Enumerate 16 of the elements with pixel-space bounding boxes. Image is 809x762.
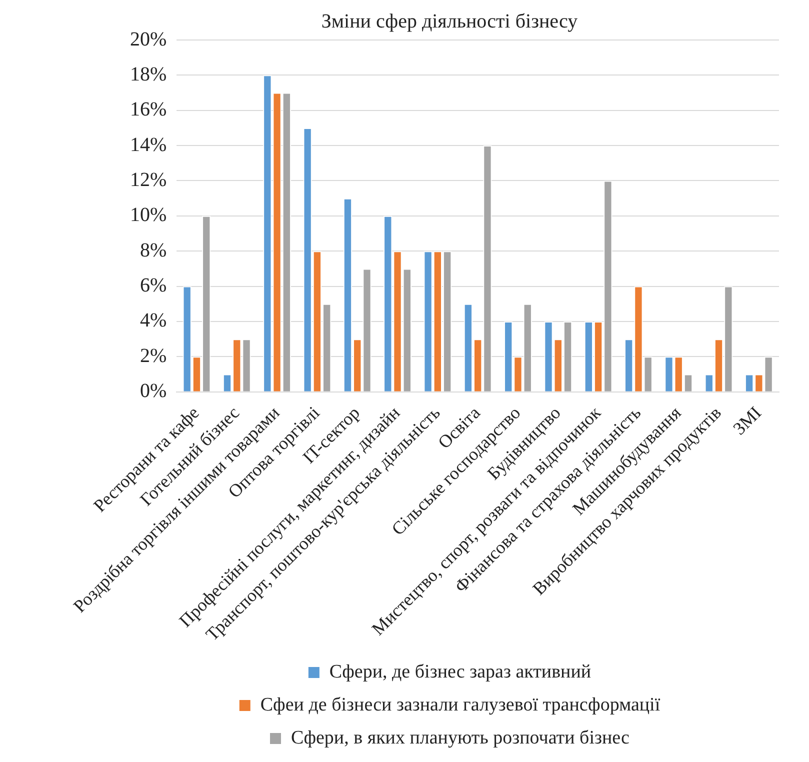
y-tick-label: 10% [130,204,167,226]
y-tick-label: 20% [130,28,167,50]
y-tick-label: 8% [140,239,167,262]
y-tick-label: 12% [130,168,167,191]
y-tick-label: 4% [140,310,167,332]
x-tick-label: ЗМІ [729,402,766,439]
chart-title: Зміни сфер діяльності бізнесу [321,10,578,32]
y-tick-label: 6% [140,274,167,297]
legend-label: Сфеи де бізнеси зазнали галузевої трансформації [260,694,661,716]
legend-label: Сфери, в яких планують розпочати бізнес [291,727,630,748]
y-tick-label: 0% [140,380,167,402]
y-tick-label: 14% [130,134,167,156]
legend-label: Сфери, де бізнес зараз активний [329,661,592,682]
y-tick-label: 2% [140,344,167,367]
y-tick-label: 18% [130,63,167,86]
y-tick-label: 16% [130,98,167,121]
